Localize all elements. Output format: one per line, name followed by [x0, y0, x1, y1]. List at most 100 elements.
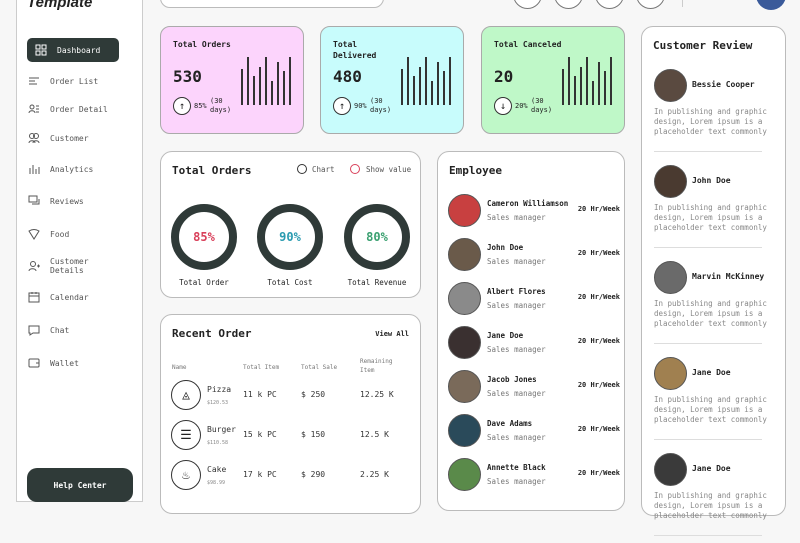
view-all-link[interactable]: View All	[375, 330, 409, 338]
divider	[654, 535, 762, 536]
user-plus-icon	[28, 261, 40, 272]
ring-label: Total Revenue	[347, 278, 407, 287]
sparkline-bar	[247, 57, 249, 105]
sidebar-item-customer-details[interactable]: Customer Details	[27, 254, 119, 278]
review-item: Marvin McKinney In publishing and graphic…	[654, 261, 774, 351]
food-price: $98.99	[207, 480, 226, 486]
sidebar-item-customer[interactable]: Customer	[27, 126, 119, 150]
arrow-up-icon: ↑	[333, 97, 351, 115]
search-input[interactable]	[160, 0, 384, 8]
sidebar-item-dashboard[interactable]: Dashboard	[27, 38, 119, 62]
stat-percent: 85%	[194, 102, 207, 110]
customer-review-panel: Customer Review Bessie Cooper In publishi…	[641, 26, 786, 536]
food-name: Cake	[207, 465, 227, 474]
sparkline-bar	[425, 57, 427, 105]
sparkline-bar	[401, 69, 403, 105]
sparkline-bar	[437, 61, 439, 105]
stat-percent: 20%	[515, 102, 528, 110]
pizza-icon: ◬	[171, 380, 201, 410]
employee-item[interactable]: John Doe Sales manager 20 Hr/Week	[448, 238, 620, 274]
employee-item[interactable]: Albert Flores Sales manager 20 Hr/Week	[448, 282, 620, 318]
sidebar-item-label: Wallet	[50, 358, 79, 368]
review-item: Bessie Cooper In publishing and graphic d…	[654, 69, 774, 159]
sparkline-bar	[277, 61, 279, 105]
grid-icon	[35, 44, 47, 56]
sidebar-item-reviews[interactable]: Reviews	[27, 189, 119, 213]
pizza-icon	[28, 229, 40, 240]
show-value-radio[interactable]	[350, 164, 360, 174]
avatar	[448, 414, 481, 447]
header-icon-button[interactable]	[595, 0, 624, 9]
avatar	[448, 282, 481, 315]
avatar	[654, 261, 687, 294]
food-price: $110.58	[207, 440, 229, 446]
review-text: In publishing and graphic design, Lorem …	[654, 491, 767, 520]
legend-chart: Chart	[312, 165, 335, 174]
header-icon-button[interactable]	[636, 0, 665, 9]
sidebar-item-label: Order List	[50, 76, 99, 86]
sparkline-bar	[407, 57, 409, 105]
employee-hours: 20 Hr/Week	[577, 249, 620, 257]
stat-value: 20	[494, 67, 514, 86]
stat-card: Total Canceled 20 ↓ 20% (30 days)	[481, 26, 625, 134]
sparkline-bar	[265, 57, 267, 105]
total-item: 15 k PC	[243, 430, 277, 439]
header-icon-button[interactable]	[513, 0, 542, 9]
ring-value: 85%	[193, 230, 215, 244]
stat-period: (30 days)	[210, 97, 232, 114]
legend-show-value: Show value	[366, 165, 412, 174]
stat-period: (30 days)	[531, 97, 553, 114]
sidebar-item-order-list[interactable]: Order List	[27, 69, 119, 93]
sparkline-bar	[443, 71, 445, 105]
review-text: In publishing and graphic design, Lorem …	[654, 203, 767, 232]
avatar	[448, 370, 481, 403]
total-sale: $ 250	[301, 390, 326, 399]
total-orders-panel: Total Orders Chart Show value 85% Total O…	[160, 151, 421, 298]
help-center-button[interactable]: Help Center	[27, 468, 133, 502]
remaining-item: 2.25 K	[360, 470, 389, 479]
logo: Template	[27, 0, 93, 11]
employee-item[interactable]: Jacob Jones Sales manager 20 Hr/Week	[448, 370, 620, 406]
employee-item[interactable]: Annette Black Sales manager 20 Hr/Week	[448, 458, 620, 494]
sidebar-item-order-detail[interactable]: Order Detail	[27, 97, 119, 121]
burger-icon: ☰	[171, 420, 201, 450]
sidebar-item-chat[interactable]: Chat	[27, 318, 119, 342]
divider	[654, 439, 762, 440]
user-avatar[interactable]	[756, 0, 786, 10]
employee-name: Dave Adams	[487, 419, 533, 428]
panel-title: Total Orders	[172, 164, 252, 177]
food-name: Pizza	[207, 385, 232, 394]
sparkline	[401, 57, 451, 105]
sparkline-bar	[413, 76, 415, 105]
employee-hours: 20 Hr/Week	[577, 381, 620, 389]
divider	[654, 343, 762, 344]
stat-title: Total Orders	[173, 40, 231, 49]
sidebar-item-label: Customer	[50, 133, 89, 143]
sparkline	[562, 57, 612, 105]
chart-radio[interactable]	[297, 164, 307, 174]
employee-name: Jane Doe	[487, 331, 524, 340]
employee-name: Jacob Jones	[487, 375, 537, 384]
employee-item[interactable]: Jane Doe Sales manager 20 Hr/Week	[448, 326, 620, 362]
sparkline-bar	[253, 76, 255, 105]
employee-item[interactable]: Dave Adams Sales manager 20 Hr/Week	[448, 414, 620, 450]
employee-role: Sales manager	[487, 301, 546, 310]
employee-item[interactable]: Cameron Williamson Sales manager 20 Hr/Wee…	[448, 194, 620, 230]
sidebar-item-analytics[interactable]: Analytics	[27, 157, 119, 181]
header-icon-button[interactable]	[554, 0, 583, 9]
sidebar-item-label: Calendar	[50, 292, 89, 302]
sidebar-item-label: Customer Details	[50, 257, 89, 275]
employee-hours: 20 Hr/Week	[577, 337, 620, 345]
sidebar-item-food[interactable]: Food	[27, 222, 119, 246]
sidebar-item-wallet[interactable]: Wallet	[27, 351, 119, 375]
sparkline-bar	[568, 57, 570, 105]
stat-percent: 90%	[354, 102, 367, 110]
employee-role: Sales manager	[487, 389, 546, 398]
user-list-icon	[28, 104, 39, 114]
column-header: Name	[172, 364, 187, 371]
sparkline-bar	[592, 81, 594, 105]
sidebar-item-calendar[interactable]: Calendar	[27, 285, 119, 309]
employee-hours: 20 Hr/Week	[577, 205, 620, 213]
panel-title: Recent Order	[172, 327, 252, 340]
avatar	[654, 357, 687, 390]
